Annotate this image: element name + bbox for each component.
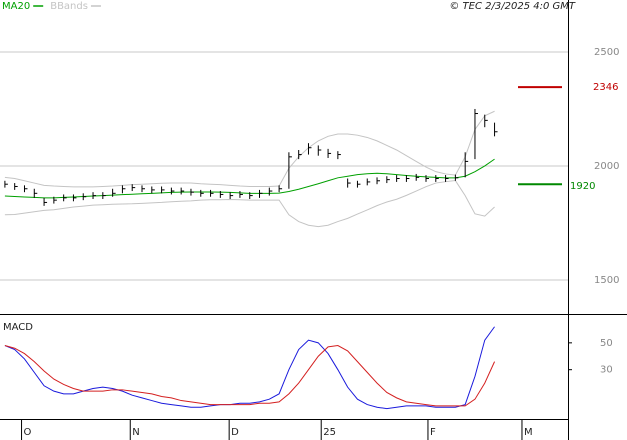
legend-label: MA20 — [2, 1, 30, 12]
level-label: 2346 — [593, 82, 618, 93]
bband-lower — [4, 180, 495, 228]
bband-upper — [4, 110, 495, 188]
x-tick-label: 25 — [323, 427, 336, 438]
source: © TEC 2/3/2025 4:0 GMT — [449, 1, 576, 12]
y-tick-label: 2000 — [594, 161, 619, 172]
level-label: 1920 — [570, 181, 595, 192]
macd-line — [4, 345, 496, 407]
x-tick-label: D — [231, 427, 239, 438]
macd-line — [4, 326, 495, 410]
y-tick-label: 1500 — [594, 275, 619, 286]
x-tick-label: O — [24, 427, 32, 438]
legend-label: BBands — [50, 1, 88, 12]
macd-title: MACD — [3, 322, 33, 333]
y-tick-label: 50 — [600, 338, 613, 349]
y-tick-label: 30 — [600, 365, 613, 376]
y-tick-label: 2500 — [594, 47, 619, 58]
x-tick-label: N — [132, 427, 139, 438]
x-tick-label: F — [430, 427, 436, 438]
x-tick-label: M — [524, 427, 533, 438]
